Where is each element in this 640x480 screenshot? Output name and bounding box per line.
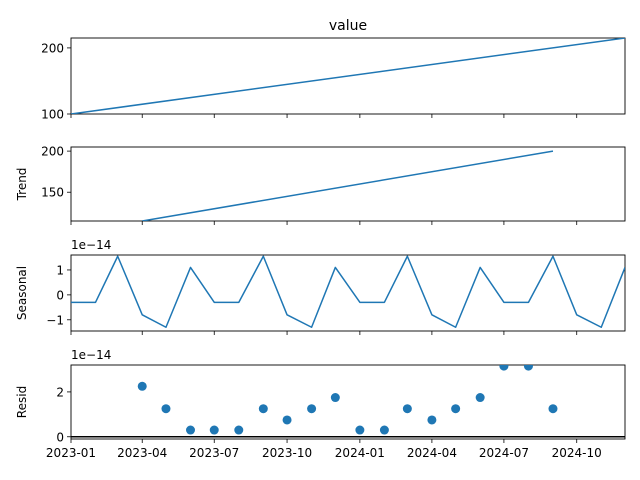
x-tick-label: 2024-10 (552, 446, 602, 460)
scale-offset-label: 1e−14 (71, 238, 111, 252)
resid-point (161, 404, 171, 414)
resid-point (307, 404, 317, 414)
y-tick-label: −1 (46, 313, 64, 327)
y-tick-label: 0 (56, 430, 64, 444)
scale-offset-label: 1e−14 (71, 348, 111, 362)
y-tick-label: 200 (41, 41, 64, 55)
resid-point (209, 425, 219, 435)
resid-point (355, 425, 365, 435)
series-line-seasonal (71, 255, 625, 329)
resid-point (402, 404, 412, 414)
chart-title: value (329, 18, 367, 34)
x-tick-label: 2023-10 (262, 446, 312, 460)
resid-point (282, 415, 292, 425)
panel-seasonal: −1 0 1 Seasonal 1e−14 (15, 238, 626, 335)
x-tick-label: 2023-07 (189, 446, 239, 460)
resid-point (451, 404, 461, 414)
y-tick-label: 100 (41, 108, 64, 122)
series-trend (142, 150, 554, 221)
x-tick-label: 2023-01 (46, 446, 96, 460)
y-axis-label: Seasonal (15, 266, 29, 320)
panel-trend: 150 200 Trend (15, 145, 626, 225)
panel-observed: 100 200 (41, 37, 626, 122)
resid-point (186, 425, 196, 435)
panels: 100 200 150 200 Trend −1 0 1 Seasonal 1e−14 0 2 2023… (15, 37, 626, 460)
x-tick-label: 2023-04 (117, 446, 167, 460)
y-tick-label: 200 (41, 145, 64, 159)
y-tick-label: 0 (56, 288, 64, 302)
y-axis-label: Trend (15, 168, 29, 202)
resid-point (427, 415, 437, 425)
resid-point (475, 393, 485, 403)
resid-point (258, 404, 268, 414)
series-resid (71, 365, 625, 438)
resid-point (234, 425, 244, 435)
x-tick-label: 2024-01 (335, 446, 385, 460)
resid-point (137, 381, 147, 391)
y-tick-label: 150 (41, 186, 64, 200)
panel-frame-observed (70, 37, 626, 115)
panel-resid: 0 2 2023-01 2023-04 2023-07 2023-10 2024-01 202… (15, 348, 626, 460)
panel-frame-resid (70, 364, 626, 440)
x-tick-label: 2024-04 (407, 446, 457, 460)
panel-frame-trend (70, 146, 626, 222)
resid-point (330, 393, 340, 403)
series-line-trend (142, 150, 554, 221)
resid-point (379, 425, 389, 435)
resid-point (548, 404, 558, 414)
x-tick-label: 2024-07 (479, 446, 529, 460)
series-seasonal (71, 255, 625, 329)
panel-frame-seasonal (70, 254, 626, 332)
y-axis-label: Resid (15, 386, 29, 418)
y-tick-label: 2 (56, 385, 64, 399)
y-tick-label: 1 (56, 263, 64, 277)
series-line-observed (71, 38, 625, 114)
resid-point (499, 365, 509, 371)
series-observed (71, 38, 625, 114)
resid-point (523, 365, 533, 371)
